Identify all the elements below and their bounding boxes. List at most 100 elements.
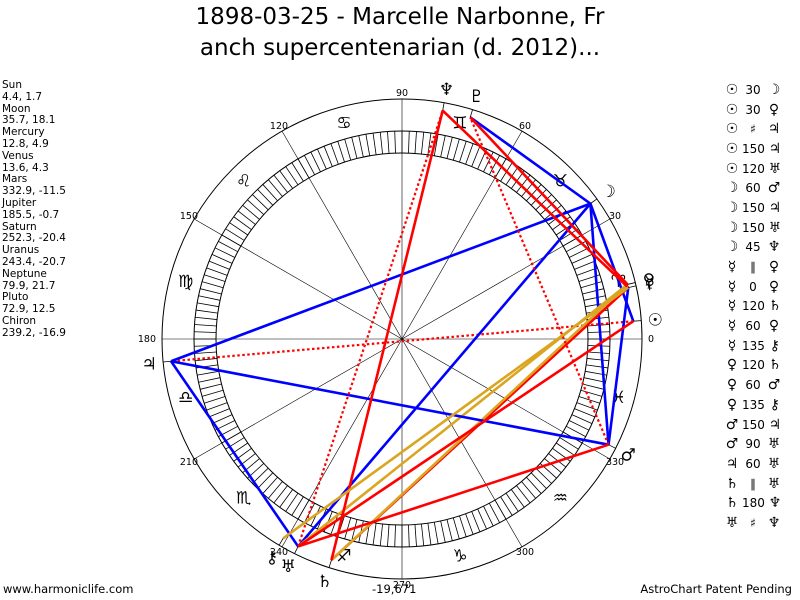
aspect-planet-b: ♆: [767, 239, 781, 256]
chart-title: 1898-03-25 - Marcelle Narbonne, Fr anch …: [0, 2, 800, 64]
degree-tick: [262, 184, 278, 202]
degree-tick: [539, 199, 557, 215]
aspect-chord: [469, 116, 592, 205]
degree-tick: [372, 523, 377, 546]
degree-tick: [526, 476, 542, 494]
aspect-value: 60: [745, 181, 761, 196]
aspect-chord: [169, 360, 300, 548]
degree-tick: [580, 389, 603, 397]
degree-tick: [229, 442, 249, 456]
degree-tick: [257, 189, 274, 206]
degree-tick: [471, 511, 481, 533]
degree-tick: [583, 295, 606, 301]
planet-marker: [163, 360, 172, 363]
degree-tick: [273, 485, 288, 504]
aspect-row: ☿ 0 ♀: [724, 277, 800, 297]
aspect-value: 150: [742, 141, 765, 156]
planet-glyph-mars-icon: ♂: [620, 446, 635, 466]
aspect-planet-b: ♅: [768, 219, 782, 236]
aspect-row: ♀ 135 ⚷: [724, 395, 800, 415]
degree-tick: [571, 414, 593, 424]
aspect-row: ♃ 60 ♅: [724, 454, 800, 474]
degree-tick: [459, 515, 467, 537]
aspect-row: ☉ 150 ♃: [724, 139, 800, 159]
aspect-value: ♯: [750, 515, 756, 530]
degree-tick: [471, 145, 481, 167]
aspect-planet-b: ♃: [767, 121, 781, 138]
degree-tick: [279, 489, 293, 508]
degree-tick: [387, 131, 390, 154]
degree-tick: [452, 138, 460, 161]
aspect-row: ☿ 60 ♀: [724, 316, 800, 336]
aspect-value: 150: [742, 417, 765, 432]
degree-tick: [344, 517, 352, 540]
planet-positions-list: Sun 4.4, 1.7 Moon 35.7, 18.1 Mercury 12.8, 4.…: [2, 79, 66, 340]
degree-tick: [198, 377, 221, 383]
degree-tick: [252, 194, 269, 211]
planet-name-jupiter: Jupiter: [2, 196, 37, 209]
aspect-planet-a: ☿: [727, 298, 737, 315]
degree-tick: [586, 358, 609, 362]
planet-name-moon: Moon: [2, 102, 31, 115]
aspect-planet-a: ☽: [725, 199, 739, 216]
degree-tick: [583, 377, 606, 383]
planet-marker: [633, 320, 642, 322]
degree-tick: [427, 523, 432, 546]
degree-tick: [330, 513, 339, 535]
degree-tick: [440, 520, 446, 543]
aspect-row: ☉ ♯ ♃: [724, 119, 800, 139]
degree-tick: [483, 506, 494, 527]
aspect-planet-b: ♂: [767, 180, 781, 197]
degree-tick: [206, 267, 228, 276]
degree-label: 240: [270, 547, 288, 558]
aspect-chord: [330, 283, 629, 561]
degree-tick: [569, 420, 590, 431]
degree-tick: [488, 503, 501, 523]
planet-glyph-mercury-icon: ☿: [644, 274, 654, 294]
degree-tick: [201, 281, 224, 289]
aspect-planet-a: ☽: [725, 219, 739, 236]
aspect-planet-b: ♃: [768, 199, 782, 216]
planet-coords-saturn: 252.3, -20.4: [2, 232, 66, 245]
aspect-planet-a: ♂: [725, 416, 739, 433]
planet-name-neptune: Neptune: [2, 267, 47, 280]
aspect-value: 60: [745, 378, 761, 393]
degree-tick: [394, 524, 396, 547]
degree-tick: [452, 517, 460, 540]
aspect-planet-b: ⚷: [769, 396, 781, 413]
degree-label: 120: [270, 121, 288, 132]
degree-tick: [511, 489, 525, 508]
degree-tick: [586, 364, 609, 369]
aspect-row: ☉ 120 ♅: [724, 159, 800, 179]
planet-coords-moon: 35.7, 18.1: [2, 114, 56, 127]
planet-coords-mercury: 12.8, 4.9: [2, 137, 49, 150]
degree-tick: [559, 437, 579, 450]
planet-name-uranus: Uranus: [2, 244, 40, 257]
degree-tick: [571, 254, 593, 264]
degree-label: 150: [180, 211, 198, 222]
planet-coords-mars: 332.9, -11.5: [2, 185, 66, 198]
aspect-planet-b: ♅: [768, 160, 782, 177]
planet-glyph-jupiter-icon: ♃: [142, 354, 157, 374]
degree-tick: [285, 492, 299, 512]
aspect-row: ♄ ∥ ♅: [724, 474, 800, 494]
degree-tick: [204, 274, 226, 282]
degree-tick: [291, 496, 304, 516]
aspect-planet-a: ♂: [725, 436, 739, 453]
degree-tick: [310, 151, 321, 172]
degree-tick: [414, 524, 417, 547]
degree-label: 30: [609, 211, 621, 222]
degree-tick: [201, 389, 224, 397]
planet-name-sun: Sun: [2, 79, 22, 91]
aspect-planet-a: ♀: [726, 357, 738, 374]
aspect-planet-a: ☿: [727, 259, 737, 276]
aspect-value: 150: [742, 220, 765, 235]
zodiac-sign-icon: ♌: [236, 172, 251, 192]
aspect-planet-a: ♄: [725, 475, 739, 492]
degree-tick: [200, 288, 222, 295]
degree-tick: [211, 254, 233, 264]
degree-tick: [225, 228, 245, 241]
degree-tick: [566, 425, 586, 438]
planet-coords-venus: 13.6, 4.3: [2, 161, 49, 174]
